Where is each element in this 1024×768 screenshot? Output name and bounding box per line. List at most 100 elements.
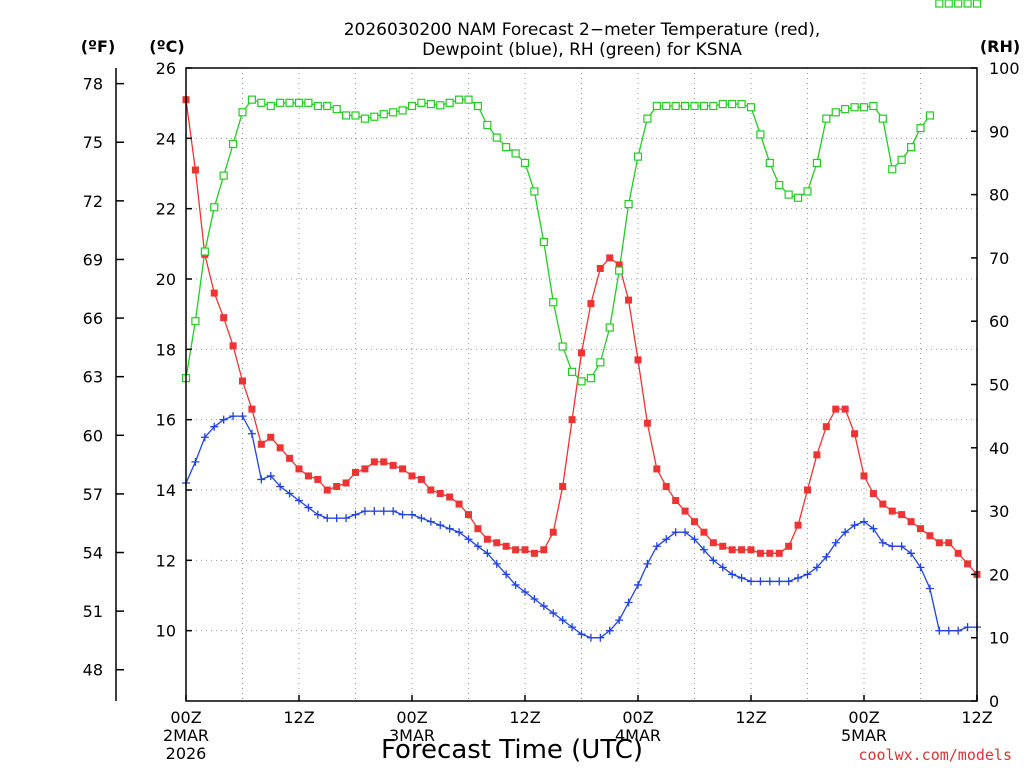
dewpoint-point: [925, 584, 934, 593]
rh-point: [841, 105, 850, 114]
rh-point: [925, 111, 935, 120]
x-tick-label: 12Z: [509, 708, 540, 727]
2-meter-temperature-point: [775, 549, 783, 557]
rh-point: [407, 101, 417, 111]
dewpoint-point: [699, 545, 708, 554]
dewpoint-point: [784, 577, 793, 586]
2-meter-temperature-point: [813, 451, 821, 459]
rh-point: [200, 247, 209, 256]
dewpoint-point: [492, 559, 501, 568]
2-meter-temperature-point: [926, 532, 934, 540]
rh-point: [370, 112, 379, 121]
rh-point: [709, 101, 718, 111]
x-date-label: 4MAR: [615, 726, 661, 745]
rh-point: [445, 98, 454, 107]
dewpoint-point: [304, 503, 313, 512]
dewpoint-point: [605, 626, 614, 635]
2-meter-temperature-point: [502, 542, 510, 550]
dewpoint-point: [652, 542, 661, 551]
dewpoint-point: [210, 422, 219, 431]
rh-point: [323, 101, 332, 111]
rh-point: [247, 95, 257, 104]
rh-point: [615, 266, 624, 275]
rh-point: [963, 0, 972, 8]
rh-tick-label: 30: [989, 502, 1009, 521]
dewpoint-point: [888, 542, 897, 551]
rh-point: [775, 181, 784, 190]
rh-point: [464, 95, 473, 104]
2-meter-temperature-point: [455, 500, 463, 508]
dewpoint-point: [897, 542, 906, 551]
dewpoint-point: [643, 559, 652, 568]
dewpoint-point: [332, 514, 341, 523]
rh-point: [539, 237, 548, 247]
dewpoint-point: [812, 563, 821, 572]
2-meter-temperature-point: [436, 490, 444, 498]
rh-point: [831, 108, 840, 117]
rh-point: [718, 99, 727, 109]
rh-point: [869, 101, 878, 111]
fahrenheit-tick-label: 72: [83, 192, 103, 211]
fahrenheit-tick-label: 48: [83, 661, 103, 680]
2-meter-temperature-point: [681, 507, 689, 515]
rh-point: [266, 101, 275, 111]
dewpoint-point: [831, 538, 840, 547]
2-meter-temperature-point: [559, 482, 567, 490]
2-meter-temperature-point: [483, 535, 491, 543]
rh-unit-label: (RH): [980, 37, 1020, 56]
x-date-label: 2MAR: [163, 726, 209, 745]
rh-point: [624, 199, 633, 209]
x-tick-label: 12Z: [283, 708, 314, 727]
rh-point: [341, 111, 351, 120]
2-meter-temperature-point: [295, 465, 303, 473]
fahrenheit-tick-label: 66: [83, 309, 103, 328]
rh-point: [756, 130, 765, 139]
2-meter-temperature-point: [352, 468, 359, 476]
2-meter-temperature-point: [578, 349, 585, 357]
x-date-label: 5MAR: [841, 726, 887, 745]
2-meter-temperature-point: [879, 500, 887, 508]
2-meter-temperature-point: [276, 444, 284, 452]
2-meter-temperature-point: [286, 454, 294, 462]
2-meter-temperature-point: [540, 546, 548, 554]
rh-point: [793, 193, 803, 202]
rh-point: [276, 98, 285, 107]
fahrenheit-unit-label: (ºF): [81, 37, 116, 56]
dewpoint-point: [634, 580, 642, 589]
2-meter-temperature-point: [615, 261, 623, 269]
2-meter-temperature-point: [465, 511, 472, 519]
2-meter-temperature-point: [248, 405, 256, 413]
2-meter-temperature-point: [851, 430, 859, 438]
2-meter-temperature-point: [314, 475, 322, 483]
dewpoint-point: [445, 524, 454, 533]
dewpoint-point: [841, 528, 850, 537]
2-meter-temperature-point: [794, 521, 802, 529]
celsius-tick-label: 24: [156, 129, 176, 148]
dewpoint-point: [878, 538, 887, 547]
dewpoint-point: [502, 570, 511, 579]
credit-label: coolwx.com/models: [858, 746, 1012, 764]
2-meter-temperature-point: [700, 528, 708, 536]
2-meter-temperature-point: [521, 546, 529, 554]
dewpoint-point: [794, 573, 803, 582]
rh-point: [633, 152, 643, 161]
celsius-tick-label: 22: [156, 200, 176, 219]
x-date-label: 3MAR: [389, 726, 435, 745]
2-meter-temperature-point: [399, 465, 407, 473]
dewpoint-point: [860, 517, 868, 526]
x-tick-label: 00Z: [396, 708, 427, 727]
rh-line: [185, 98, 931, 383]
2-meter-temperature-point: [370, 458, 378, 466]
rh-point: [511, 149, 520, 158]
2-meter-temperature-point: [634, 356, 642, 364]
2-meter-temperature-point: [653, 465, 661, 473]
dewpoint-point: [747, 577, 755, 586]
dewpoint-point: [323, 514, 332, 523]
2-meter-temperature-point: [493, 539, 501, 547]
2-meter-temperature-point: [898, 511, 906, 519]
2-meter-temperature-point: [323, 486, 331, 494]
dewpoint-point: [521, 587, 529, 596]
2-meter-temperature-point: [804, 486, 811, 494]
dewpoint-point: [276, 482, 285, 491]
x-axis-title: Forecast Time (UTC): [381, 735, 643, 765]
